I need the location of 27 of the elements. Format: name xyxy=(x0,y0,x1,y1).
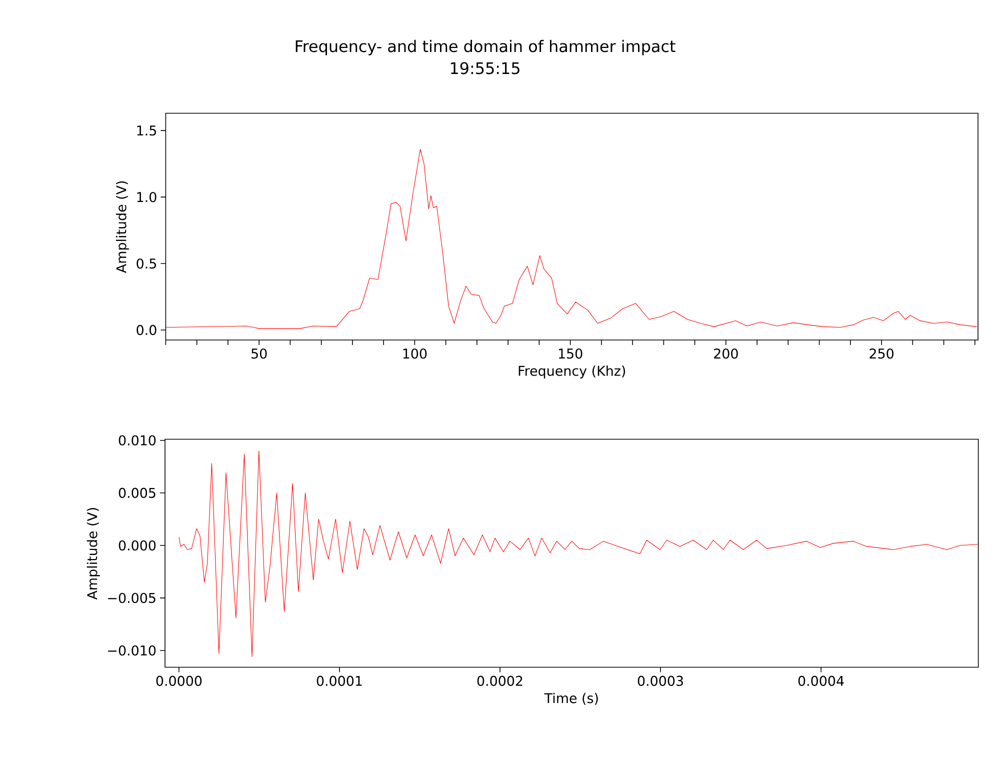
x-tick-label: 0.0002 xyxy=(477,676,522,686)
x-tick-label: 100 xyxy=(403,348,427,359)
chart-subtitle: 19:55:15 xyxy=(450,62,520,74)
y-tick-label: 1.5 xyxy=(137,126,156,136)
line-series xyxy=(166,148,978,329)
y-tick-label: 0.5 xyxy=(136,258,156,269)
x-axis-title: Frequency (Khz) xyxy=(518,366,626,379)
x-tick-label: 0.0004 xyxy=(798,676,844,686)
x-tick-label: 0.0003 xyxy=(638,676,683,686)
x-tick-label: 150 xyxy=(558,348,582,359)
y-tick-label: 0.010 xyxy=(118,435,156,446)
y-tick-label: 0.005 xyxy=(118,488,156,498)
y-tick-label: 1.0 xyxy=(137,192,156,202)
y-tick-label: −0.005 xyxy=(108,592,156,604)
y-tick-label: −0.010 xyxy=(108,645,156,656)
y-tick-label: 0.0 xyxy=(136,324,156,336)
x-tick-label: 200 xyxy=(714,348,738,359)
y-axis-title: Amplitude (V) xyxy=(116,181,129,273)
x-axis-title: Time (s) xyxy=(544,692,598,705)
line-series xyxy=(178,450,978,658)
x-tick-label: 50 xyxy=(252,348,267,359)
chart-title: Frequency- and time domain of hammer impact xyxy=(296,40,676,56)
y-tick-label: 0.000 xyxy=(118,540,156,550)
x-tick-label: 250 xyxy=(870,348,894,359)
x-tick-label: 0.0001 xyxy=(316,676,362,686)
y-axis-title: Amplitude (V) xyxy=(86,508,100,600)
x-tick-label: 0.0000 xyxy=(156,676,202,686)
